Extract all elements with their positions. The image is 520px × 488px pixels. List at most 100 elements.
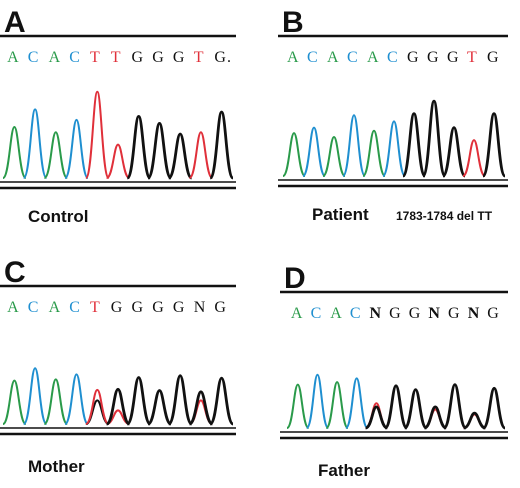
trace-peak — [2, 379, 27, 425]
trace-peak — [462, 139, 486, 177]
trace-peak — [106, 143, 130, 179]
trace-peak — [302, 126, 326, 177]
trace-peak — [322, 135, 346, 177]
base-call: G — [487, 49, 500, 66]
base-call: C — [307, 49, 319, 66]
trace-peak — [188, 390, 214, 426]
trace-peak — [403, 388, 428, 430]
base-call: G — [173, 299, 186, 316]
trace-peak — [167, 374, 193, 426]
trace-peak — [22, 108, 48, 179]
trace-peak — [286, 383, 310, 429]
trace-peak — [342, 114, 366, 177]
trace-peak — [105, 387, 131, 426]
base-call: G — [447, 49, 460, 66]
trace-peak — [421, 99, 447, 178]
trace-peak — [125, 114, 152, 180]
base-call: C — [28, 299, 40, 316]
base-call: G — [389, 305, 402, 322]
base-call: A — [49, 49, 62, 66]
trace-peak — [2, 125, 27, 179]
base-call: C — [347, 49, 359, 66]
trace-peak — [208, 376, 235, 426]
base-call: C — [387, 49, 399, 66]
base-call: C — [69, 49, 81, 66]
base-call: C — [28, 49, 40, 66]
base-call: C — [350, 305, 362, 322]
trace-peak — [22, 367, 48, 425]
base-call: G — [409, 305, 422, 322]
trace-peak — [423, 405, 447, 430]
trace-peak — [362, 129, 386, 177]
base-call: N — [370, 305, 383, 322]
base-call: A — [287, 49, 300, 66]
base-call: A — [7, 299, 20, 316]
panel-letter: C — [4, 256, 26, 289]
base-call: G — [407, 49, 420, 66]
trace-peak — [442, 383, 468, 430]
base-call: C — [69, 299, 81, 316]
chromatogram-trace — [282, 99, 507, 178]
trace-peak — [383, 384, 409, 430]
panel-caption: Control — [28, 207, 88, 226]
trace-peak — [382, 120, 406, 177]
base-call: G — [152, 299, 165, 316]
mutation-note: 1783-1784 del TT — [396, 209, 493, 223]
trace-peak — [147, 389, 172, 426]
trace-peak — [463, 411, 486, 430]
trace-peak — [125, 376, 152, 426]
trace-peak — [167, 132, 193, 180]
base-call: G — [173, 49, 186, 66]
trace-peak — [305, 373, 330, 429]
trace-peak — [325, 381, 349, 429]
base-call: G — [132, 299, 145, 316]
base-call: N — [194, 299, 207, 316]
chromatogram-trace — [2, 367, 235, 426]
base-call: G — [427, 49, 440, 66]
trace-peak — [401, 112, 427, 178]
base-call: A — [367, 49, 380, 66]
panel-caption: Patient — [312, 205, 369, 224]
trace-peak — [85, 388, 110, 425]
trace-peak — [43, 378, 69, 425]
trace-peak — [188, 131, 214, 179]
base-call: T — [90, 299, 101, 316]
panel-letter: B — [282, 6, 304, 39]
base-call: N — [428, 305, 441, 322]
trace-peak — [64, 118, 89, 179]
trace-peak — [441, 126, 467, 178]
panel-letter: A — [4, 6, 26, 39]
base-call: A — [49, 299, 62, 316]
chromatogram-trace — [286, 373, 507, 430]
trace-peak — [146, 121, 173, 180]
base-call: G — [448, 305, 461, 322]
base-call: G — [487, 305, 500, 322]
trace-peak — [84, 90, 110, 179]
base-call: G — [111, 299, 124, 316]
trace-peak — [64, 373, 89, 425]
chromatogram-trace — [2, 90, 235, 180]
trace-peak — [208, 110, 235, 180]
base-call: A — [330, 305, 343, 322]
base-call: G. — [214, 49, 232, 66]
trace-peak — [365, 405, 388, 430]
base-call: G — [152, 49, 165, 66]
base-call: A — [7, 49, 20, 66]
panel-caption: Mother — [28, 457, 85, 476]
trace-peak — [482, 386, 507, 430]
panel-caption: Father — [318, 461, 370, 480]
base-call: N — [468, 305, 481, 322]
trace-peak — [282, 132, 306, 177]
base-call: G — [214, 299, 227, 316]
trace-peak — [481, 112, 507, 178]
base-sequence: A C A C T T G G G T G. — [7, 49, 232, 66]
panel-a: A A C A C T T G G G T G. Control — [0, 6, 236, 226]
trace-peak — [43, 131, 69, 179]
panel-letter: D — [284, 262, 306, 295]
